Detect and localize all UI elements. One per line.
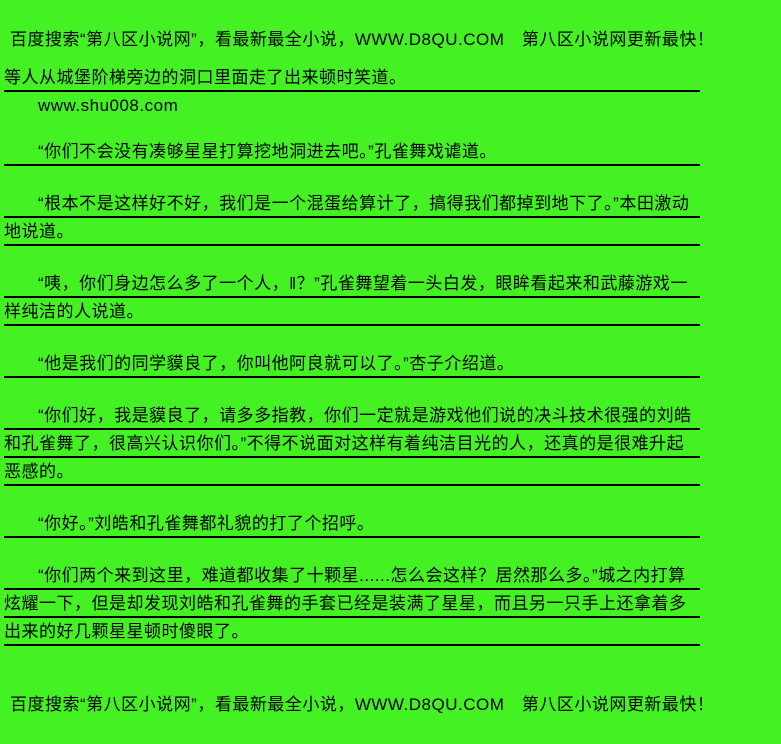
novel-paragraph: “你们不会没有凑够星星打算挖地洞进去吧。”孔雀舞戏谑道。 [4, 138, 700, 166]
novel-paragraph: “你们好，我是貘良了，请多多指教，你们一定就是游戏他们说的决斗技术很强的刘皓和孔… [4, 402, 700, 486]
site-watermark: www.shu008.com [38, 96, 179, 115]
promo-header: 百度搜索“第八区小说网”，看最新最全小说，WWW.D8QU.COM 第八区小说网… [10, 30, 715, 49]
novel-paragraph: “你们两个来到这里，难道都收集了十颗星......怎么会这样？居然那么多。”城之… [4, 562, 700, 646]
novel-page: 百度搜索“第八区小说网”，看最新最全小说，WWW.D8QU.COM 第八区小说网… [4, 30, 715, 646]
promo-footer: 百度搜索“第八区小说网”，看最新最全小说，WWW.D8QU.COM 第八区小说网… [10, 695, 715, 714]
novel-paragraph: “他是我们的同学貘良了，你叫他阿良就可以了。”杏子介绍道。 [4, 350, 700, 378]
novel-paragraph: “咦，你们身边怎么多了一个人，‖？”孔雀舞望着一头白发，眼眸看起来和武藤游戏一样… [4, 270, 700, 326]
novel-paragraph: “你好。”刘皓和孔雀舞都礼貌的打了个招呼。 [4, 510, 700, 538]
novel-paragraph: “根本不是这样好不好，我们是一个混蛋给算计了，搞得我们都掉到地下了。”本田激动地… [4, 190, 700, 246]
novel-paragraph: 等人从城堡阶梯旁边的洞口里面走了出来顿时笑道。 [4, 64, 700, 92]
